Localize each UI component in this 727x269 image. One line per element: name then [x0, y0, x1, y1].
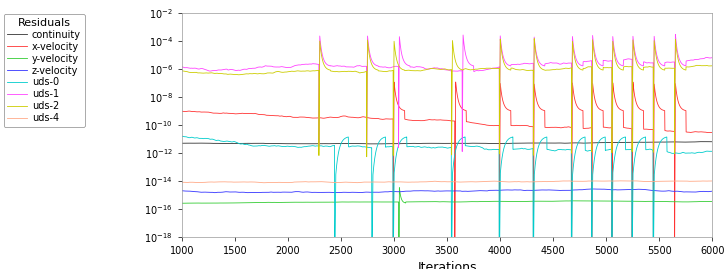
continuity — [274, 142, 283, 145]
z-velocity — [708, 190, 717, 193]
x-velocity — [451, 80, 460, 84]
y-velocity — [177, 202, 186, 205]
uds-2 — [177, 69, 186, 72]
Line: uds-4: uds-4 — [182, 181, 712, 183]
continuity — [177, 141, 186, 145]
uds-4 — [177, 181, 186, 184]
Line: y-velocity: y-velocity — [182, 188, 712, 269]
uds-0 — [496, 186, 505, 189]
uds-1 — [496, 48, 505, 51]
x-velocity — [574, 106, 582, 109]
z-velocity — [177, 189, 186, 192]
uds-2 — [574, 65, 582, 69]
y-velocity — [380, 200, 389, 204]
continuity — [708, 140, 717, 143]
y-velocity — [274, 201, 283, 204]
uds-4 — [523, 180, 531, 183]
z-velocity — [274, 191, 283, 194]
uds-4 — [616, 179, 624, 182]
Line: x-velocity: x-velocity — [182, 82, 712, 257]
uds-0 — [380, 136, 389, 139]
uds-4 — [274, 181, 283, 184]
uds-0 — [177, 134, 186, 138]
z-velocity — [587, 187, 596, 190]
y-velocity — [523, 200, 531, 203]
continuity — [496, 142, 505, 145]
x-velocity — [177, 109, 186, 113]
uds-4 — [496, 180, 505, 183]
continuity — [614, 141, 622, 144]
uds-4 — [380, 180, 389, 184]
y-velocity — [574, 199, 582, 203]
z-velocity — [574, 188, 582, 192]
uds-2 — [496, 53, 505, 56]
uds-1 — [574, 61, 582, 64]
uds-4 — [708, 179, 717, 183]
uds-2 — [708, 64, 717, 68]
Line: uds-0: uds-0 — [182, 136, 712, 269]
x-velocity — [380, 118, 389, 121]
x-velocity — [614, 106, 622, 109]
z-velocity — [380, 190, 389, 193]
y-velocity — [708, 200, 717, 203]
uds-0 — [177, 134, 186, 138]
uds-2 — [274, 70, 283, 73]
uds-2 — [380, 70, 389, 73]
Line: continuity: continuity — [182, 141, 712, 144]
uds-0 — [614, 141, 622, 144]
continuity — [698, 140, 707, 143]
uds-1 — [523, 62, 531, 65]
uds-2 — [614, 65, 622, 69]
uds-2 — [523, 69, 531, 72]
uds-0 — [708, 150, 717, 153]
uds-4 — [574, 180, 582, 183]
Line: z-velocity: z-velocity — [182, 189, 712, 193]
uds-1 — [671, 33, 680, 36]
continuity — [574, 141, 582, 144]
uds-0 — [574, 142, 582, 145]
uds-0 — [274, 144, 283, 147]
z-velocity — [614, 188, 622, 192]
continuity — [375, 142, 384, 146]
X-axis label: Iterations: Iterations — [417, 261, 477, 269]
x-velocity — [523, 124, 531, 127]
uds-1 — [380, 65, 389, 69]
z-velocity — [210, 191, 219, 194]
uds-2 — [362, 155, 371, 158]
x-velocity — [670, 255, 679, 259]
Legend: continuity, x-velocity, y-velocity, z-velocity, uds-0, uds-1, uds-2, uds-4: continuity, x-velocity, y-velocity, z-ve… — [4, 14, 84, 127]
uds-0 — [523, 148, 531, 151]
uds-1 — [458, 150, 467, 153]
Line: uds-1: uds-1 — [182, 34, 712, 151]
uds-2 — [530, 37, 539, 40]
uds-1 — [177, 65, 186, 68]
uds-4 — [614, 179, 622, 183]
continuity — [523, 141, 531, 145]
x-velocity — [274, 114, 283, 117]
z-velocity — [523, 189, 531, 192]
y-velocity — [496, 200, 505, 203]
uds-4 — [259, 181, 268, 184]
y-velocity — [614, 200, 622, 203]
uds-1 — [708, 56, 717, 59]
x-velocity — [708, 131, 717, 134]
z-velocity — [496, 189, 505, 192]
continuity — [380, 142, 389, 145]
x-velocity — [496, 102, 505, 106]
y-velocity — [395, 186, 403, 189]
Line: uds-2: uds-2 — [182, 39, 712, 157]
uds-1 — [614, 61, 622, 64]
uds-1 — [274, 65, 283, 69]
